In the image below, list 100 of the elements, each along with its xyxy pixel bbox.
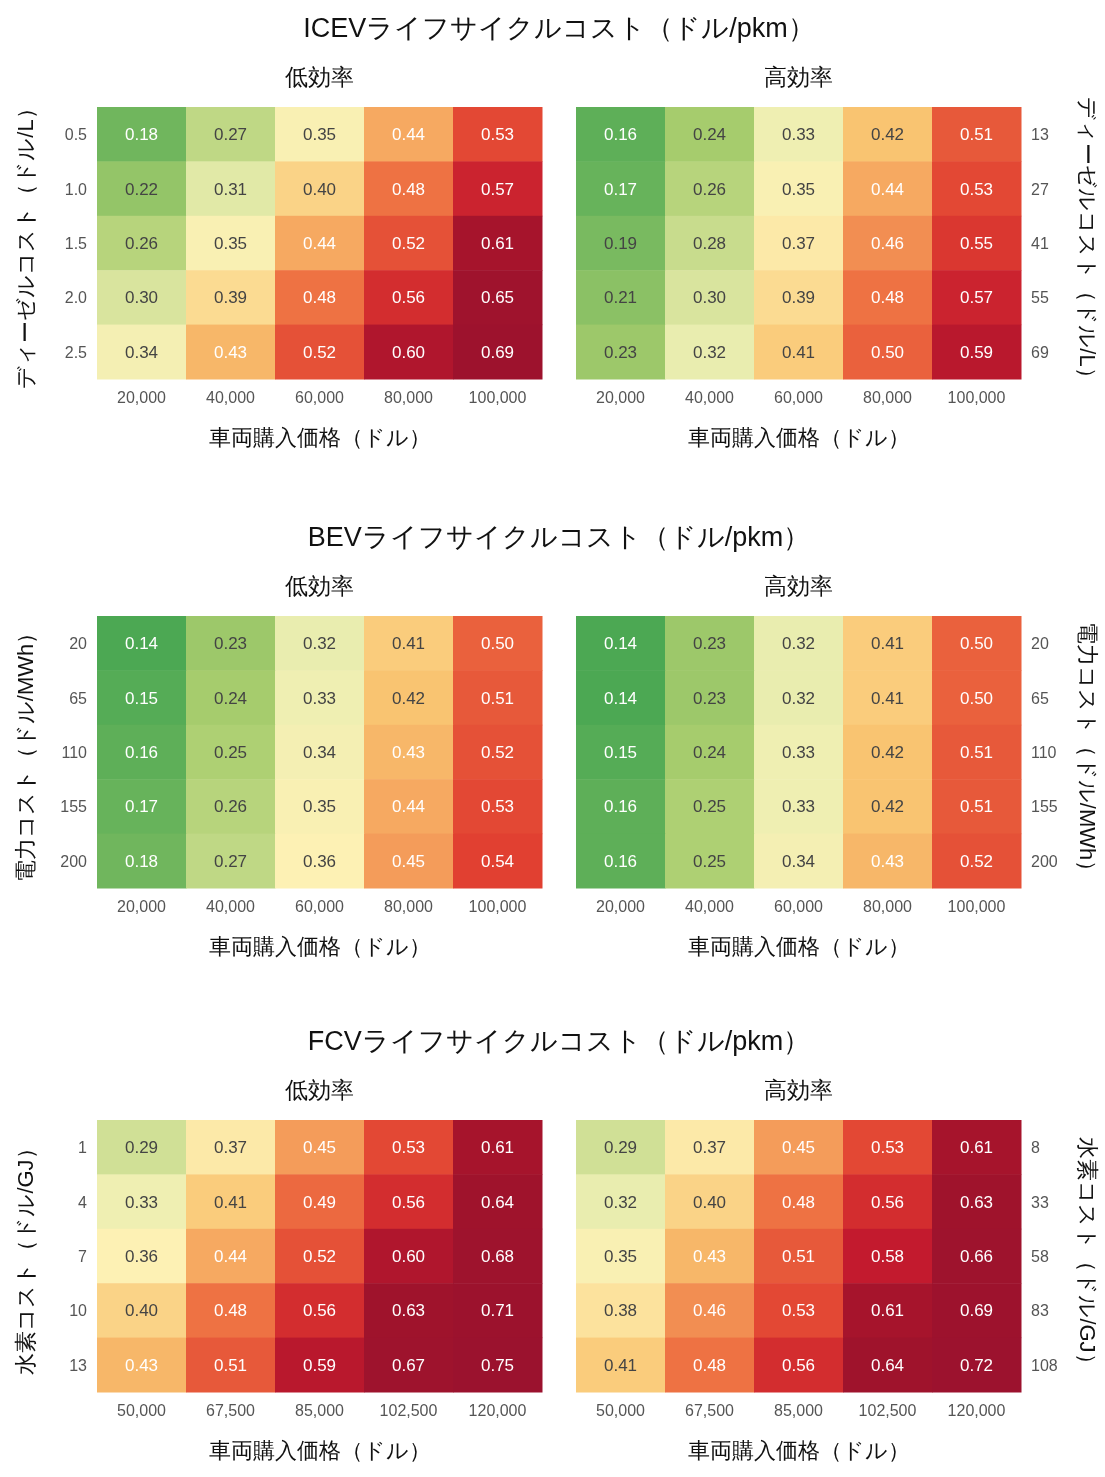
data-label: 0.41: [213, 1192, 248, 1212]
data-label: 0.52: [391, 234, 426, 253]
data-label: 0.60: [391, 1247, 426, 1266]
x-axis-title: 車両購入価格（ドル）: [208, 1438, 431, 1463]
data-label: 0.46: [870, 234, 905, 253]
data-label: 0.64: [870, 1355, 905, 1375]
y-tick-label: 41: [1031, 235, 1049, 252]
y-tick-label: 2.0: [64, 289, 88, 307]
data-label: 0.37: [692, 1138, 727, 1158]
y-axis-title: 水素コスト（ドル/GJ）: [13, 1137, 38, 1375]
chart-title: BEVライフサイクルコスト（ドル/pkm）: [307, 522, 811, 552]
data-label: 0.69: [480, 342, 515, 362]
x-tick-label: 40,000: [685, 898, 735, 915]
data-label: 0.25: [692, 851, 727, 871]
data-label: 0.23: [213, 634, 248, 654]
data-label: 0.64: [480, 1192, 515, 1212]
x-axis-title: 車両購入価格（ドル）: [687, 1438, 910, 1463]
data-label: 0.44: [391, 125, 426, 145]
data-label: 0.48: [781, 1192, 816, 1212]
data-label: 0.37: [781, 234, 816, 253]
data-label: 0.67: [391, 1355, 426, 1375]
data-label: 0.52: [302, 342, 337, 362]
data-label: 0.48: [213, 1301, 248, 1321]
data-label: 0.36: [302, 851, 337, 871]
data-label: 0.54: [480, 851, 515, 871]
x-tick-label: 100,000: [468, 389, 527, 406]
data-label: 0.29: [124, 1138, 159, 1158]
data-label: 0.14: [603, 634, 638, 654]
data-label: 0.56: [870, 1192, 905, 1212]
x-tick-label: 67,500: [206, 1402, 256, 1419]
x-axis-title: 車両購入価格（ドル）: [208, 425, 431, 450]
x-tick-label: 80,000: [384, 389, 434, 406]
data-label: 0.45: [391, 851, 426, 871]
data-label: 0.48: [302, 288, 337, 308]
y-axis-title: ディーゼルコスト（ドル/L）: [13, 97, 38, 389]
data-label: 0.23: [692, 688, 727, 708]
x-tick-label: 20,000: [596, 898, 646, 915]
data-label: 0.16: [603, 797, 638, 817]
data-label: 0.32: [781, 634, 816, 654]
chart-subtitle: 低効率: [285, 64, 354, 90]
y-tick-label: 55: [1031, 289, 1049, 307]
x-axis-title: 車両購入価格（ドル）: [687, 934, 910, 959]
data-label: 0.43: [213, 342, 248, 362]
x-tick-label: 60,000: [295, 898, 345, 915]
y-tick-label: 33: [1031, 1193, 1049, 1211]
data-label: 0.56: [302, 1301, 337, 1321]
data-label: 0.34: [302, 743, 337, 762]
data-label: 0.56: [781, 1355, 816, 1375]
data-label: 0.16: [124, 743, 159, 762]
y-tick-label: 27: [1031, 180, 1049, 198]
data-label: 0.23: [603, 342, 638, 362]
x-tick-label: 40,000: [206, 898, 256, 915]
x-tick-label: 85,000: [295, 1402, 345, 1419]
y-tick-label: 65: [69, 689, 88, 707]
data-label: 0.42: [391, 688, 426, 708]
data-label: 0.32: [603, 1192, 638, 1212]
y-axis-title: 電力コスト（ドル/MWh）: [13, 621, 38, 883]
data-label: 0.52: [959, 851, 994, 871]
data-label: 0.50: [959, 634, 994, 654]
y-tick-label: 2.5: [64, 343, 88, 361]
x-tick-label: 80,000: [863, 389, 913, 406]
data-label: 0.39: [213, 288, 248, 308]
data-label: 0.35: [213, 234, 248, 253]
data-label: 0.42: [870, 125, 905, 145]
data-label: 0.29: [603, 1138, 638, 1158]
data-label: 0.50: [480, 634, 515, 654]
data-label: 0.53: [870, 1138, 905, 1158]
y-tick-label: 65: [1031, 689, 1049, 707]
data-label: 0.40: [302, 179, 337, 199]
data-label: 0.34: [781, 851, 816, 871]
data-label: 0.63: [391, 1301, 426, 1321]
data-label: 0.40: [124, 1301, 159, 1321]
data-label: 0.48: [391, 179, 426, 199]
y-tick-label: 69: [1031, 343, 1049, 361]
data-label: 0.53: [480, 125, 515, 145]
data-label: 0.53: [391, 1138, 426, 1158]
data-label: 0.32: [781, 688, 816, 708]
data-label: 0.49: [302, 1192, 337, 1212]
data-label: 0.35: [302, 125, 337, 145]
x-tick-label: 50,000: [596, 1402, 646, 1419]
x-tick-label: 102,500: [858, 1402, 917, 1419]
x-tick-label: 40,000: [206, 389, 256, 406]
data-label: 0.51: [213, 1355, 248, 1375]
x-tick-label: 85,000: [774, 1402, 824, 1419]
data-label: 0.51: [781, 1247, 816, 1266]
data-label: 0.58: [870, 1247, 905, 1266]
y-tick-label: 13: [1031, 126, 1049, 144]
data-label: 0.51: [480, 688, 515, 708]
data-label: 0.50: [870, 342, 905, 362]
data-label: 0.17: [124, 797, 159, 817]
chart-subtitle: 高効率: [764, 64, 833, 90]
data-label: 0.61: [480, 234, 515, 253]
data-label: 0.38: [603, 1301, 638, 1321]
x-tick-label: 120,000: [468, 1402, 527, 1419]
y-tick-label: 1: [78, 1139, 88, 1157]
x-tick-label: 20,000: [117, 389, 167, 406]
data-label: 0.52: [480, 743, 515, 762]
data-label: 0.44: [391, 797, 426, 817]
data-label: 0.68: [480, 1247, 515, 1266]
data-label: 0.24: [692, 743, 727, 762]
